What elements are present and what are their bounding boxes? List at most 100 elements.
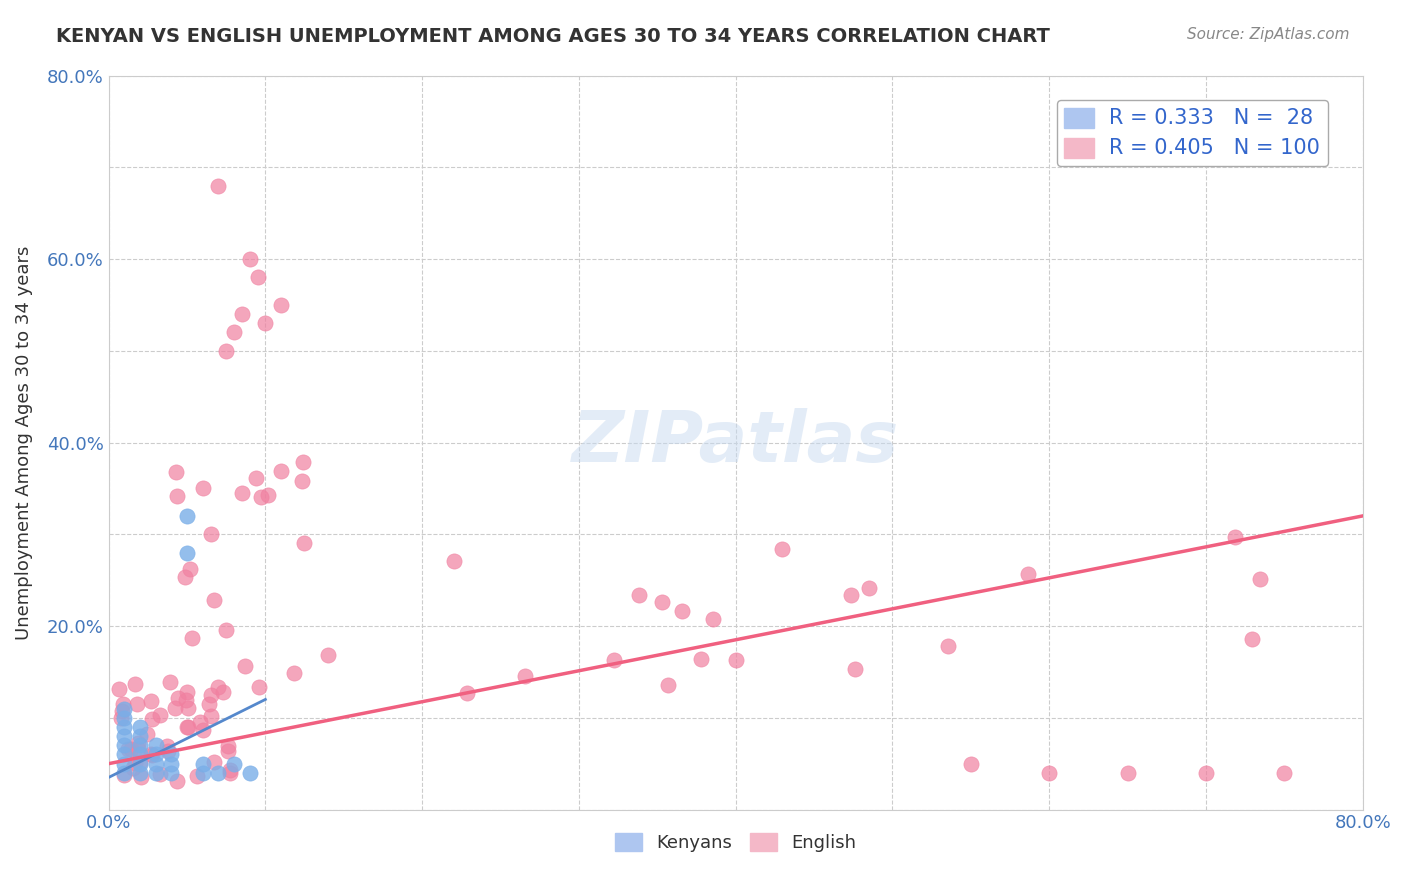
Point bbox=[443, 554, 465, 568]
Point bbox=[166, 774, 188, 789]
Point bbox=[156, 739, 179, 753]
Point bbox=[456, 686, 478, 700]
Point bbox=[165, 465, 187, 479]
Point bbox=[202, 593, 225, 607]
Point bbox=[1249, 572, 1271, 586]
Point bbox=[247, 681, 270, 695]
Point bbox=[246, 270, 269, 285]
Point bbox=[1017, 566, 1039, 581]
Point bbox=[148, 767, 170, 781]
Point bbox=[215, 343, 238, 358]
Point bbox=[628, 588, 651, 602]
Point bbox=[1272, 765, 1295, 780]
Point bbox=[202, 756, 225, 770]
Legend: R = 0.333   N =  28, R = 0.405   N = 100: R = 0.333 N = 28, R = 0.405 N = 100 bbox=[1057, 100, 1327, 166]
Point bbox=[149, 708, 172, 723]
Point bbox=[671, 604, 693, 618]
Point bbox=[177, 720, 200, 734]
Point bbox=[145, 739, 167, 753]
Point bbox=[131, 771, 153, 785]
Point bbox=[936, 640, 959, 654]
Point bbox=[186, 769, 208, 783]
Point bbox=[200, 527, 222, 541]
Point bbox=[110, 711, 132, 725]
Point bbox=[127, 736, 149, 750]
Point bbox=[159, 675, 181, 690]
Point bbox=[858, 582, 880, 596]
Point bbox=[257, 488, 280, 502]
Point bbox=[181, 631, 204, 645]
Point bbox=[291, 474, 314, 488]
Point bbox=[702, 611, 724, 625]
Point bbox=[160, 765, 183, 780]
Point bbox=[145, 765, 167, 780]
Point bbox=[176, 684, 198, 698]
Text: KENYAN VS ENGLISH UNEMPLOYMENT AMONG AGES 30 TO 34 YEARS CORRELATION CHART: KENYAN VS ENGLISH UNEMPLOYMENT AMONG AGE… bbox=[56, 27, 1050, 45]
Point bbox=[515, 668, 537, 682]
Text: ZIPatlas: ZIPatlas bbox=[572, 408, 900, 477]
Point bbox=[157, 744, 180, 758]
Point bbox=[316, 648, 339, 662]
Point bbox=[141, 747, 163, 762]
Point bbox=[191, 723, 214, 737]
Y-axis label: Unemployment Among Ages 30 to 34 years: Unemployment Among Ages 30 to 34 years bbox=[15, 245, 32, 640]
Point bbox=[207, 765, 229, 780]
Point bbox=[111, 704, 134, 718]
Point bbox=[283, 666, 305, 681]
Point bbox=[176, 546, 198, 560]
Text: Source: ZipAtlas.com: Source: ZipAtlas.com bbox=[1187, 27, 1350, 42]
Point bbox=[270, 298, 292, 312]
Point bbox=[231, 485, 253, 500]
Point bbox=[724, 653, 747, 667]
Point bbox=[112, 711, 135, 725]
Point bbox=[112, 720, 135, 734]
Point bbox=[160, 747, 183, 762]
Point bbox=[125, 697, 148, 711]
Point bbox=[124, 677, 146, 691]
Point bbox=[117, 741, 139, 756]
Point bbox=[602, 653, 624, 667]
Point bbox=[166, 489, 188, 503]
Point bbox=[129, 747, 152, 762]
Point bbox=[188, 714, 211, 729]
Point bbox=[112, 765, 135, 780]
Point bbox=[1240, 632, 1263, 646]
Point bbox=[179, 562, 201, 576]
Point bbox=[214, 624, 236, 638]
Point bbox=[176, 720, 198, 734]
Point bbox=[191, 765, 214, 780]
Point bbox=[219, 766, 242, 780]
Point bbox=[191, 756, 214, 771]
Point bbox=[177, 701, 200, 715]
Point bbox=[127, 742, 149, 756]
Point bbox=[239, 252, 262, 266]
Point bbox=[959, 756, 981, 771]
Point bbox=[207, 178, 229, 193]
Point bbox=[1223, 530, 1246, 544]
Point bbox=[844, 662, 866, 676]
Point bbox=[129, 739, 152, 753]
Point bbox=[191, 482, 214, 496]
Point bbox=[254, 316, 277, 330]
Point bbox=[112, 701, 135, 715]
Point bbox=[657, 677, 679, 691]
Point bbox=[197, 697, 219, 711]
Point bbox=[173, 570, 195, 584]
Point bbox=[217, 743, 239, 757]
Point bbox=[112, 697, 135, 711]
Point bbox=[245, 471, 267, 485]
Point bbox=[124, 756, 146, 771]
Point bbox=[233, 659, 256, 673]
Point bbox=[112, 756, 135, 771]
Point bbox=[231, 307, 253, 321]
Point bbox=[651, 595, 673, 609]
Point bbox=[270, 464, 292, 478]
Point bbox=[163, 701, 186, 715]
Point bbox=[112, 729, 135, 743]
Point bbox=[112, 767, 135, 781]
Point bbox=[145, 756, 167, 771]
Point bbox=[689, 652, 711, 666]
Point bbox=[217, 739, 239, 753]
Point bbox=[291, 455, 314, 469]
Point bbox=[222, 756, 245, 771]
